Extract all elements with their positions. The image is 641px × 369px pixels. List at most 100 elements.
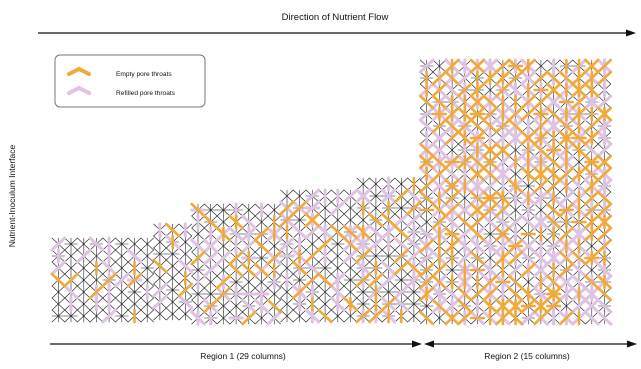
empty-pore-throat xyxy=(558,310,575,326)
empty-pore-throat xyxy=(507,106,524,122)
empty-pore-throat xyxy=(584,274,600,290)
refilled-pore-throat xyxy=(380,260,397,276)
empty-pore-throat xyxy=(317,236,333,252)
empty-pore-throat xyxy=(558,166,575,182)
empty-pore-throat xyxy=(431,202,448,218)
empty-pore-throat xyxy=(469,154,486,170)
refilled-pore-throat xyxy=(444,82,460,98)
empty-pore-throat xyxy=(355,248,371,264)
legend-swatch-empty xyxy=(67,66,91,76)
legend-swatch-refilled xyxy=(67,85,91,95)
refilled-pore-throat xyxy=(596,310,613,326)
empty-pore-throat xyxy=(317,272,333,288)
refilled-pore-throat xyxy=(571,262,587,278)
refilled-pore-throat xyxy=(190,238,206,254)
empty-pore-throat xyxy=(469,58,486,74)
empty-pore-throat xyxy=(418,190,435,206)
empty-pore-throat xyxy=(507,250,524,266)
empty-pore-throat xyxy=(482,202,498,218)
empty-pore-throat xyxy=(291,284,308,300)
legend-box xyxy=(54,54,206,108)
legend-label-empty: Empty pore throats xyxy=(116,71,172,78)
empty-pore-throat xyxy=(571,250,587,266)
refilled-pore-throat xyxy=(202,250,219,266)
empty-pore-throat xyxy=(584,166,600,182)
refilled-pore-throat xyxy=(507,214,524,230)
refilled-pore-throat xyxy=(596,298,613,314)
refilled-pore-throat xyxy=(342,188,359,204)
empty-pore-throat xyxy=(584,202,600,218)
empty-pore-throat xyxy=(596,166,613,182)
empty-pore-throat xyxy=(393,188,409,204)
empty-pore-throat xyxy=(469,226,486,242)
empty-pore-throat xyxy=(63,272,79,288)
refilled-pore-throat xyxy=(431,130,448,146)
empty-pore-throat xyxy=(291,260,308,276)
refilled-pore-throat xyxy=(533,262,549,278)
empty-pore-throat xyxy=(228,250,244,266)
refilled-pore-throat xyxy=(177,258,194,274)
empty-pore-throat xyxy=(533,70,549,86)
refilled-pore-throat xyxy=(418,250,435,266)
empty-pore-throat xyxy=(393,260,409,276)
refilled-pore-throat xyxy=(431,142,448,158)
empty-pore-throat xyxy=(469,286,486,302)
empty-pore-throat xyxy=(355,308,371,324)
refilled-pore-throat xyxy=(75,248,92,264)
empty-pore-throat xyxy=(431,82,448,98)
refilled-pore-throat xyxy=(495,154,511,170)
refilled-pore-throat xyxy=(456,226,473,242)
empty-pore-throat xyxy=(533,94,549,110)
empty-pore-throat xyxy=(406,260,422,276)
refilled-pore-throat xyxy=(571,298,587,314)
refilled-pore-throat xyxy=(393,296,410,312)
empty-pore-throat xyxy=(507,274,524,290)
refilled-pore-throat xyxy=(520,238,537,254)
refilled-pore-throat xyxy=(406,212,422,228)
refilled-pore-throat xyxy=(393,236,410,252)
empty-pore-throat xyxy=(253,262,270,278)
empty-pore-throat xyxy=(88,284,105,300)
empty-pore-throat xyxy=(291,200,308,216)
refilled-pore-throat xyxy=(88,236,105,252)
refilled-pore-throat xyxy=(228,226,244,242)
refilled-pore-throat xyxy=(101,260,117,276)
empty-pore-throat xyxy=(431,118,448,134)
refilled-pore-throat xyxy=(406,248,422,264)
empty-pore-throat xyxy=(495,142,511,158)
empty-pore-throat xyxy=(520,94,536,110)
empty-pore-throat xyxy=(596,286,613,302)
empty-pore-throat xyxy=(545,202,562,218)
empty-pore-throat xyxy=(495,82,511,98)
empty-pore-throat xyxy=(215,274,232,290)
refilled-pore-throat xyxy=(202,238,219,254)
refilled-pore-throat xyxy=(571,178,587,194)
empty-pore-throat xyxy=(304,212,321,228)
empty-pore-throat xyxy=(545,178,562,194)
empty-pore-throat xyxy=(279,200,295,216)
empty-pore-throat xyxy=(596,190,613,206)
refilled-pore-throat xyxy=(583,298,600,314)
empty-pore-throat xyxy=(444,202,460,218)
empty-pore-throat xyxy=(418,238,435,254)
empty-pore-throat xyxy=(406,200,422,216)
empty-pore-throat xyxy=(203,298,219,314)
empty-pore-throat xyxy=(368,308,384,324)
empty-pore-throat xyxy=(444,70,460,86)
empty-pore-throat xyxy=(431,70,448,86)
empty-pore-throat xyxy=(368,212,384,228)
empty-pore-throat xyxy=(393,248,409,264)
refilled-pore-throat xyxy=(241,298,257,314)
refilled-pore-throat xyxy=(482,214,498,230)
empty-pore-throat xyxy=(228,262,244,278)
empty-pore-throat xyxy=(584,190,600,206)
empty-pore-throat xyxy=(482,286,498,302)
refilled-pore-throat xyxy=(507,262,524,278)
empty-pore-throat xyxy=(545,70,562,86)
empty-pore-throat xyxy=(431,94,448,110)
empty-pore-throat xyxy=(558,226,575,242)
empty-pore-throat xyxy=(457,214,473,230)
refilled-pore-throat xyxy=(418,106,435,122)
empty-pore-throat xyxy=(596,238,613,254)
